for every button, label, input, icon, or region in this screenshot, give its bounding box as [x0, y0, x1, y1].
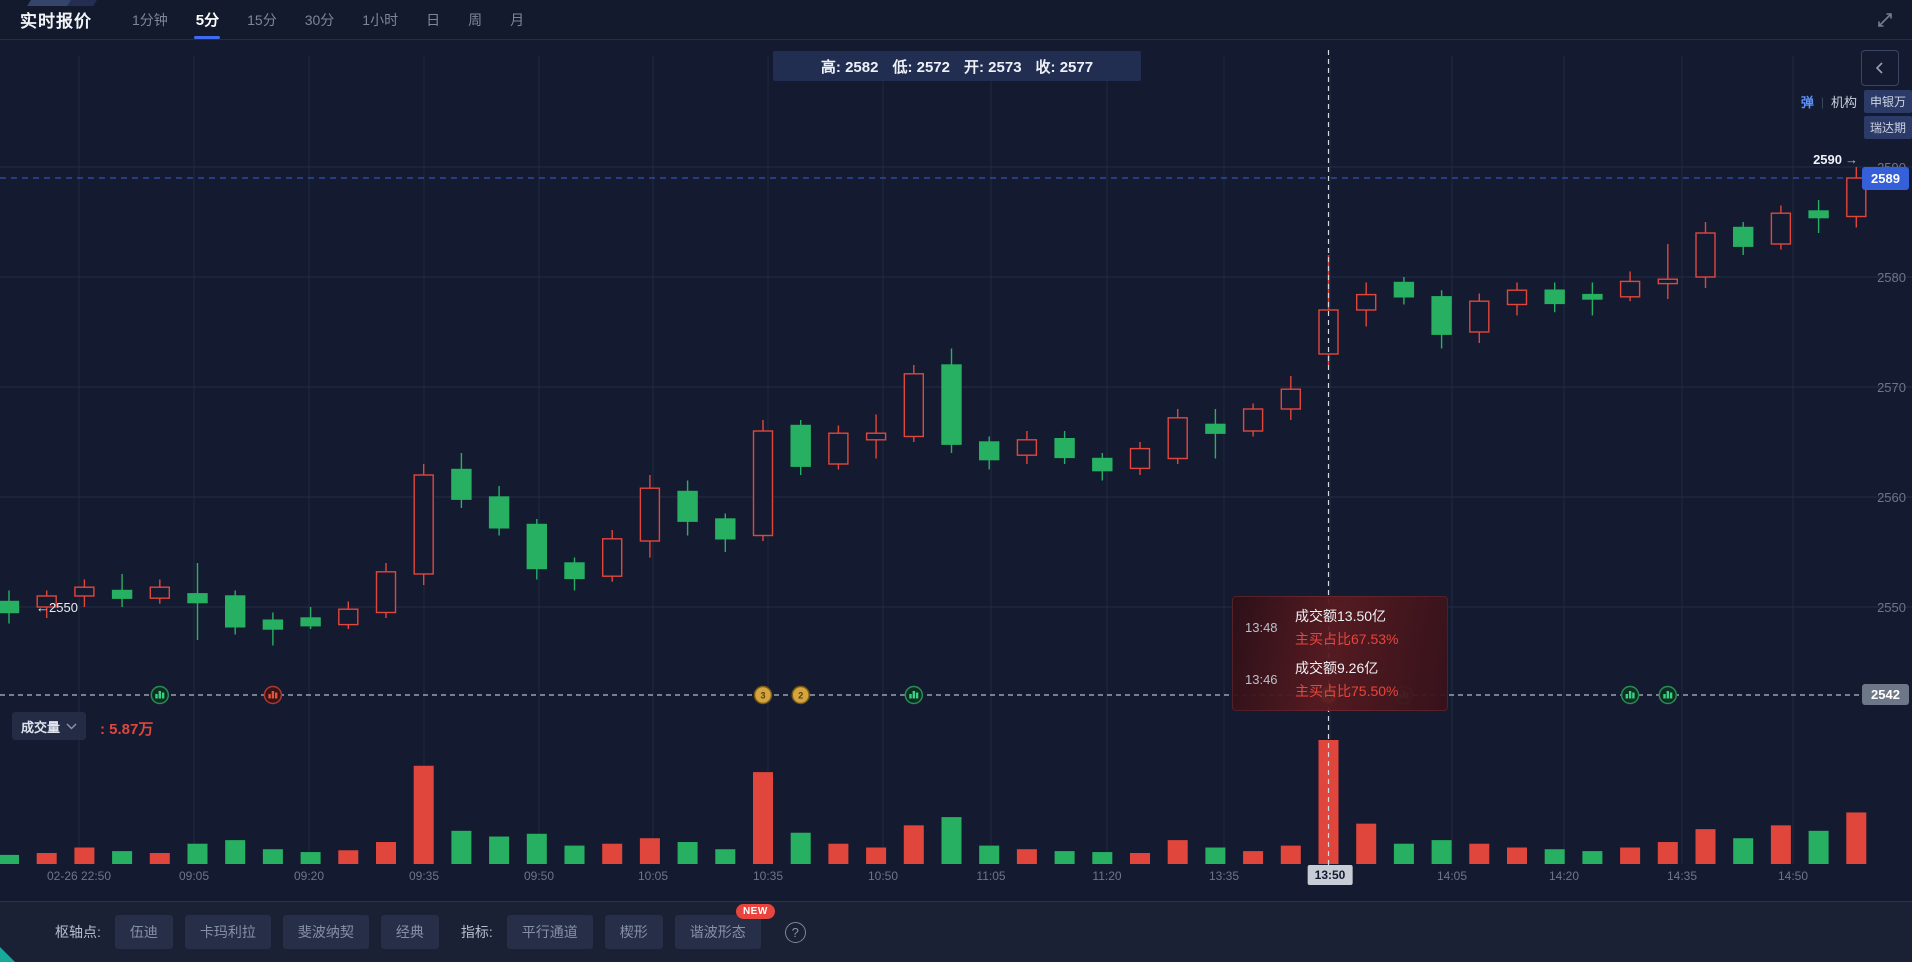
time-axis-label: 10:35 [752, 869, 784, 883]
new-badge: NEW [735, 904, 775, 919]
svg-text:2: 2 [798, 691, 803, 701]
volume-bars-layer [0, 740, 1867, 864]
tooltip-row: 13:46 成交额9.26亿 主买占比75.50% [1245, 658, 1435, 701]
medal-marker-icon[interactable]: 3 [753, 685, 773, 705]
divider: | [1820, 94, 1824, 109]
pivot-fibonacci-button[interactable]: 斐波纳契 [282, 915, 369, 949]
ohlc-open: 开: 2573 [964, 58, 1022, 76]
time-axis-label: 09:05 [178, 869, 210, 883]
trade-detail-tooltip: 13:48 成交额13.50亿 主买占比67.53% 13:46 成交额9.26… [1232, 596, 1448, 711]
tab-15min[interactable]: 15分 [247, 11, 277, 28]
ohlc-info-bar: 高: 2582 低: 2572 开: 2573 收: 2577 [773, 51, 1141, 81]
pivot-classic-button[interactable]: 经典 [380, 915, 439, 949]
tooltip-row: 13:48 成交额13.50亿 主买占比67.53% [1245, 606, 1435, 649]
pivot-woodie-button[interactable]: 伍迪 [114, 915, 173, 949]
tooltip-time: 13:48 [1245, 620, 1278, 635]
time-axis-label: 14:50 [1777, 869, 1809, 883]
price-axis-label: 2570 [1877, 380, 1906, 395]
medal-marker-icon[interactable]: 2 [791, 685, 810, 705]
collapse-panel-button[interactable] [1861, 50, 1899, 86]
tab-day[interactable]: 日 [426, 11, 441, 28]
price-axis-label: 2550 [1877, 600, 1906, 615]
fullscreen-expand-icon[interactable] [1874, 9, 1896, 31]
pivot-label: 枢轴点: [55, 924, 101, 940]
broker-toggle-row: 弹 | 机构 申银万 [1801, 90, 1912, 113]
institution-label: 机构 [1830, 95, 1857, 110]
tab-5min[interactable]: 5分 [196, 1, 219, 38]
svg-text:3: 3 [760, 691, 765, 701]
tab-1hour[interactable]: 1小时 [362, 11, 399, 28]
high-price-marker: 2590 → [1813, 152, 1858, 167]
page-title: 实时报价 [20, 12, 92, 31]
current-price-badge: 2589 [1862, 167, 1909, 190]
indicator-harmonic-button[interactable]: 谐波形态 NEW [674, 904, 775, 949]
tab-month[interactable]: 月 [510, 11, 525, 28]
vol-up-marker-icon[interactable] [150, 685, 170, 705]
pivot-camarilla-button[interactable]: 卡玛利拉 [184, 915, 271, 949]
candles-layer [0, 167, 1867, 646]
time-axis-label: 14:35 [1666, 869, 1698, 883]
price-axis-label: 2580 [1877, 270, 1906, 285]
timeframe-tabs: 1分钟 5分 15分 30分 1小时 日 周 月 [132, 1, 524, 38]
indicator-label: 指标: [460, 924, 493, 940]
price-axis-label: 2560 [1877, 490, 1906, 505]
volume-indicator-selector[interactable]: 成交量 [12, 712, 87, 740]
tooltip-turnover: 成交额13.50亿 [1295, 608, 1387, 624]
top-bar: 实时报价 1分钟 5分 15分 30分 1小时 日 周 月 [0, 0, 1912, 40]
time-axis-label: 13:35 [1208, 869, 1240, 883]
time-axis-label: 09:35 [408, 869, 440, 883]
help-icon[interactable]: ? [784, 921, 806, 943]
crosshair-price-badge: 2542 [1862, 684, 1909, 705]
time-axis-label: 02-26 22:50 [46, 869, 112, 883]
indicator-parallel-channel-button[interactable]: 平行通道 [506, 915, 593, 949]
tab-week[interactable]: 周 [468, 11, 483, 28]
danmu-toggle[interactable]: 弹 [1800, 95, 1814, 110]
vol-up-marker-icon[interactable] [1620, 685, 1640, 705]
chevron-down-icon [66, 722, 77, 730]
tooltip-time: 13:46 [1245, 672, 1278, 687]
price-annotation-2550: ←2550 [36, 600, 78, 615]
volume-value: : 5.87万 [100, 721, 154, 738]
time-axis-label: 14:05 [1436, 869, 1468, 883]
vol-up-marker-icon[interactable] [904, 685, 924, 705]
time-axis-label: 10:50 [867, 869, 899, 883]
time-axis-label: 09:50 [523, 869, 555, 883]
time-axis-label: 10:05 [637, 869, 669, 883]
vol-down-marker-icon[interactable] [263, 685, 283, 705]
ohlc-close: 收: 2577 [1035, 58, 1094, 76]
tooltip-buy-ratio: 主买占比75.50% [1295, 683, 1399, 699]
crosshair-time-badge: 13:50 [1307, 865, 1353, 885]
time-axis-label: 09:20 [293, 869, 325, 883]
corner-resize-decoration [0, 947, 15, 962]
vol-up-marker-icon[interactable] [1658, 685, 1678, 705]
ohlc-high: 高: 2582 [820, 58, 879, 76]
drawing-toolbar: 枢轴点: 伍迪 卡玛利拉 斐波纳契 经典 指标: 平行通道 楔形 谐波形态 NE… [0, 901, 1912, 962]
arrow-right-icon: → [1845, 152, 1858, 167]
time-axis-label: 11:05 [976, 869, 1006, 883]
tooltip-buy-ratio: 主买占比67.53% [1295, 631, 1399, 647]
broker-tag-shenyinwan[interactable]: 申银万 [1863, 90, 1912, 113]
corner-decor-icon [67, 0, 99, 6]
broker-tag-ruidaqi[interactable]: 瑞达期 [1863, 116, 1912, 139]
time-axis-label: 11:20 [1092, 869, 1122, 883]
tooltip-turnover: 成交额9.26亿 [1295, 660, 1379, 676]
tab-30min[interactable]: 30分 [304, 11, 335, 28]
chevron-left-icon [1875, 62, 1883, 74]
tab-1min[interactable]: 1分钟 [132, 11, 168, 28]
ohlc-low: 低: 2572 [892, 58, 950, 76]
volume-label: 成交量 [21, 719, 61, 735]
grid-vertical-lines [78, 56, 1794, 864]
grid-horizontal-lines [0, 166, 1912, 608]
indicator-wedge-button[interactable]: 楔形 [604, 915, 663, 949]
time-axis-label: 14:20 [1548, 869, 1580, 883]
